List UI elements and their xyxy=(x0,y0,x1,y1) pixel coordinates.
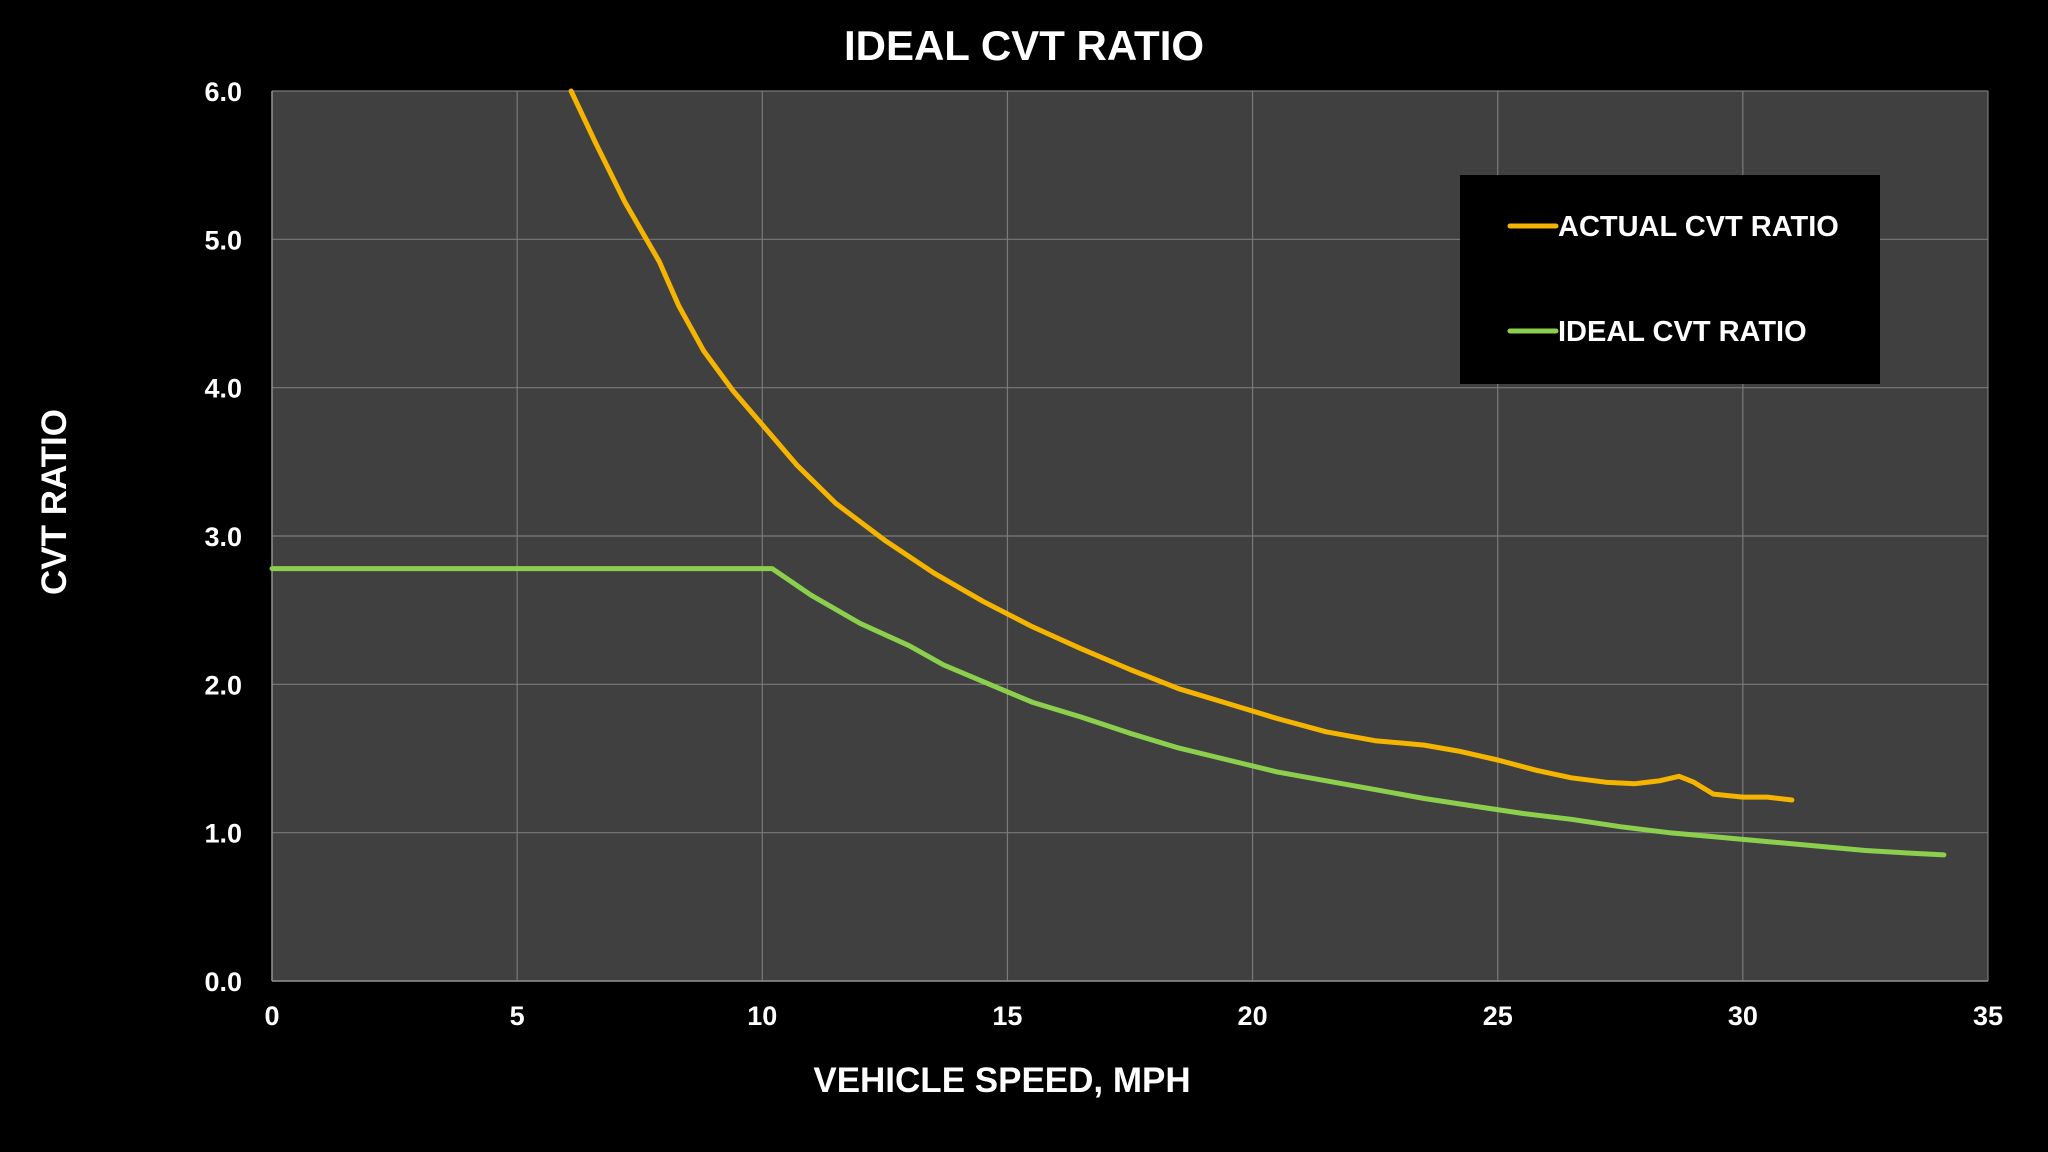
series-lines xyxy=(269,88,1947,858)
legend: ACTUAL CVT RATIO IDEAL CVT RATIO xyxy=(1460,175,1880,384)
x-tick-label: 25 xyxy=(1483,1001,1513,1031)
y-tick-label: 1.0 xyxy=(204,819,242,849)
x-tick-label: 15 xyxy=(992,1001,1022,1031)
x-axis-ticks: 0 5 10 15 20 25 30 35 xyxy=(264,1001,2003,1031)
y-tick-label: 4.0 xyxy=(204,374,242,404)
chart-title: IDEAL CVT RATIO xyxy=(844,22,1204,69)
legend-label-ideal: IDEAL CVT RATIO xyxy=(1558,316,1807,348)
legend-box xyxy=(1460,175,1880,384)
legend-label-actual: ACTUAL CVT RATIO xyxy=(1558,211,1839,243)
y-axis-ticks: 0.0 1.0 2.0 3.0 4.0 5.0 6.0 xyxy=(204,77,242,997)
axes xyxy=(271,91,1988,982)
x-tick-label: 0 xyxy=(264,1001,279,1031)
y-tick-label: 2.0 xyxy=(204,670,242,700)
y-tick-label: 6.0 xyxy=(204,77,242,107)
x-tick-label: 5 xyxy=(510,1001,525,1031)
x-tick-label: 30 xyxy=(1728,1001,1758,1031)
x-tick-label: 35 xyxy=(1973,1001,2003,1031)
y-tick-label: 3.0 xyxy=(204,522,242,552)
x-tick-label: 10 xyxy=(747,1001,777,1031)
y-tick-label: 5.0 xyxy=(204,225,242,255)
y-tick-label: 0.0 xyxy=(204,967,242,997)
series-line-ideal-cvt-ratio xyxy=(269,566,1947,858)
series-line-actual-cvt-ratio xyxy=(568,88,1795,803)
y-axis-label: CVT RATIO xyxy=(35,409,74,595)
x-tick-label: 20 xyxy=(1238,1001,1268,1031)
x-axis-label: VEHICLE SPEED, MPH xyxy=(813,1061,1190,1100)
